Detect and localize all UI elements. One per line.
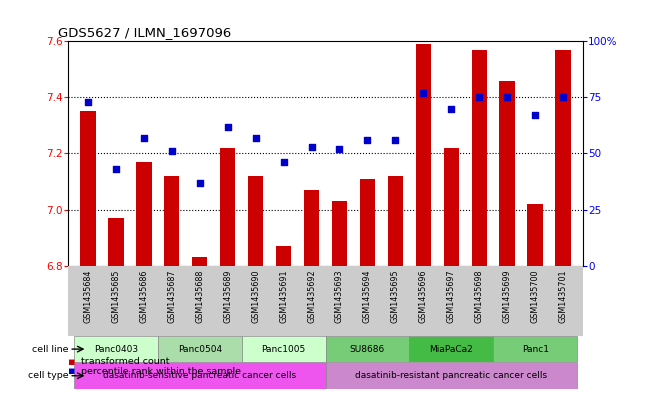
Text: GSM1435701: GSM1435701 bbox=[559, 269, 568, 323]
Text: GSM1435696: GSM1435696 bbox=[419, 269, 428, 323]
Bar bbox=[471, 50, 487, 266]
Bar bbox=[80, 111, 96, 266]
Text: GSM1435684: GSM1435684 bbox=[83, 269, 92, 323]
Text: Panc0403: Panc0403 bbox=[94, 345, 138, 354]
Point bbox=[334, 146, 344, 152]
Bar bbox=[409, 336, 493, 362]
Point bbox=[502, 94, 512, 101]
Bar bbox=[248, 176, 263, 266]
Point bbox=[167, 148, 177, 154]
Text: ▪: ▪ bbox=[68, 366, 76, 376]
Bar bbox=[360, 179, 375, 266]
Bar bbox=[276, 246, 291, 266]
Text: GSM1435685: GSM1435685 bbox=[111, 269, 120, 323]
Text: cell line: cell line bbox=[32, 345, 68, 354]
Text: GSM1435699: GSM1435699 bbox=[503, 269, 512, 323]
Point bbox=[223, 123, 233, 130]
Bar bbox=[493, 336, 577, 362]
Point bbox=[251, 135, 261, 141]
Point bbox=[530, 112, 540, 118]
Text: Panc1005: Panc1005 bbox=[262, 345, 306, 354]
Text: dasatinib-resistant pancreatic cancer cells: dasatinib-resistant pancreatic cancer ce… bbox=[355, 371, 547, 380]
Point bbox=[83, 99, 93, 105]
Text: GSM1435691: GSM1435691 bbox=[279, 269, 288, 323]
Bar bbox=[555, 50, 571, 266]
Point bbox=[558, 94, 568, 101]
Text: ▪: ▪ bbox=[68, 356, 76, 367]
Text: GSM1435697: GSM1435697 bbox=[447, 269, 456, 323]
Bar bbox=[499, 81, 515, 266]
Text: GSM1435686: GSM1435686 bbox=[139, 269, 148, 323]
Bar bbox=[108, 218, 124, 266]
Point bbox=[418, 90, 428, 96]
Text: GSM1435698: GSM1435698 bbox=[475, 269, 484, 323]
Bar bbox=[242, 336, 326, 362]
Text: GSM1435690: GSM1435690 bbox=[251, 269, 260, 323]
Bar bbox=[74, 362, 326, 389]
Text: GDS5627 / ILMN_1697096: GDS5627 / ILMN_1697096 bbox=[58, 26, 231, 39]
Text: GSM1435695: GSM1435695 bbox=[391, 269, 400, 323]
Bar bbox=[443, 148, 459, 266]
Bar bbox=[74, 336, 158, 362]
Bar bbox=[136, 162, 152, 266]
Point bbox=[139, 135, 149, 141]
Bar bbox=[192, 257, 208, 266]
Point bbox=[279, 159, 289, 165]
Point bbox=[362, 137, 372, 143]
Text: Panc0504: Panc0504 bbox=[178, 345, 222, 354]
Text: GSM1435700: GSM1435700 bbox=[531, 269, 540, 323]
Text: percentile rank within the sample: percentile rank within the sample bbox=[81, 367, 242, 376]
Text: SU8686: SU8686 bbox=[350, 345, 385, 354]
Text: GSM1435688: GSM1435688 bbox=[195, 269, 204, 323]
Text: GSM1435694: GSM1435694 bbox=[363, 269, 372, 323]
Text: cell type: cell type bbox=[28, 371, 68, 380]
Point bbox=[446, 105, 456, 112]
Bar bbox=[332, 201, 347, 266]
Text: transformed count: transformed count bbox=[81, 357, 170, 366]
Text: GSM1435693: GSM1435693 bbox=[335, 269, 344, 323]
Text: GSM1435689: GSM1435689 bbox=[223, 269, 232, 323]
Bar bbox=[304, 190, 319, 266]
Point bbox=[307, 143, 317, 150]
Bar bbox=[326, 336, 409, 362]
Text: MiaPaCa2: MiaPaCa2 bbox=[430, 345, 473, 354]
Bar bbox=[415, 44, 431, 266]
Bar bbox=[388, 176, 403, 266]
Text: dasatinib-sensitive pancreatic cancer cells: dasatinib-sensitive pancreatic cancer ce… bbox=[103, 371, 296, 380]
Point bbox=[390, 137, 400, 143]
Bar bbox=[164, 176, 180, 266]
Bar bbox=[527, 204, 543, 266]
Bar bbox=[326, 362, 577, 389]
Point bbox=[474, 94, 484, 101]
Bar bbox=[158, 336, 242, 362]
Point bbox=[195, 180, 205, 186]
Text: GSM1435692: GSM1435692 bbox=[307, 269, 316, 323]
Text: Panc1: Panc1 bbox=[521, 345, 549, 354]
Point bbox=[111, 166, 121, 172]
Text: GSM1435687: GSM1435687 bbox=[167, 269, 176, 323]
Bar bbox=[220, 148, 236, 266]
